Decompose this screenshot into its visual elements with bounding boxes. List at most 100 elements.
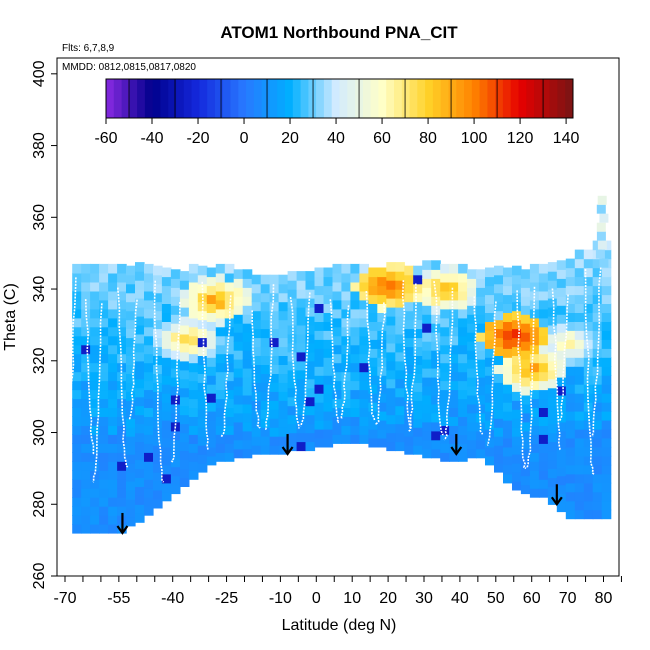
heatmap-cell xyxy=(395,289,405,299)
heatmap-cell xyxy=(305,298,316,308)
flight-track xyxy=(516,290,527,470)
y-tick-label: 380 xyxy=(31,132,48,159)
heatmap-cell xyxy=(538,263,549,274)
colorbar-segment xyxy=(191,79,200,118)
heatmap-cell xyxy=(161,357,172,367)
heatmap-cell xyxy=(81,317,91,328)
heatmap-cell xyxy=(547,378,558,389)
heatmap-cell xyxy=(503,411,513,421)
heatmap-cell xyxy=(108,461,118,471)
heatmap-cell xyxy=(592,473,603,484)
heatmap-cell xyxy=(260,346,271,356)
heatmap-cell xyxy=(314,303,325,313)
heatmap-cell xyxy=(449,353,459,364)
heatmap-cell xyxy=(197,346,208,356)
heatmap-cell xyxy=(135,432,145,443)
heatmap-cell xyxy=(314,294,325,304)
heatmap-cell xyxy=(296,324,307,335)
heatmap-cell xyxy=(269,427,280,437)
heatmap-cell xyxy=(574,285,585,296)
heatmap-cell xyxy=(359,281,369,292)
heatmap-cell xyxy=(161,402,172,412)
heatmap-cell xyxy=(323,428,334,439)
heatmap-cell xyxy=(296,378,307,389)
heatmap-cell xyxy=(449,434,459,444)
heatmap-cell xyxy=(520,376,531,387)
heatmap-cell xyxy=(179,396,190,407)
heatmap-cell xyxy=(224,344,235,355)
heatmap-cell xyxy=(188,344,199,355)
flight-track xyxy=(289,296,300,429)
heatmap-cell xyxy=(476,368,486,378)
heatmap-cell xyxy=(592,294,603,304)
heatmap-cell xyxy=(601,375,612,385)
heatmap-cell xyxy=(529,470,540,480)
heatmap-cell xyxy=(512,364,522,374)
heatmap-cell xyxy=(556,314,567,324)
heatmap-cell xyxy=(278,328,289,339)
heatmap-cell xyxy=(224,407,235,417)
heatmap-cell xyxy=(269,292,280,303)
heatmap-cell xyxy=(278,319,289,330)
heatmap-cell xyxy=(449,344,459,355)
heatmap-cell xyxy=(117,317,127,328)
heatmap-cell xyxy=(574,491,585,502)
colorbar-segment xyxy=(425,79,434,118)
heatmap-cell xyxy=(206,402,217,412)
heatmap-cell xyxy=(188,272,199,283)
heatmap-cell xyxy=(287,414,298,425)
heatmap-cell xyxy=(90,515,100,525)
heatmap-cell xyxy=(341,344,351,355)
heatmap-cell xyxy=(179,307,190,317)
heatmap-cell xyxy=(395,351,405,362)
heatmap-cell xyxy=(449,308,459,319)
heatmap-cell xyxy=(583,267,594,278)
heatmap-cell xyxy=(269,436,280,446)
x-tick-label: 10 xyxy=(343,590,361,607)
heatmap-cell xyxy=(242,278,253,288)
heatmap-cell xyxy=(529,281,540,292)
heatmap-cell xyxy=(153,319,163,330)
heatmap-cell xyxy=(99,407,109,417)
heatmap-cell xyxy=(458,398,468,408)
heatmap-cell xyxy=(529,416,540,426)
heatmap-cell xyxy=(144,416,154,426)
heatmap-cell xyxy=(287,342,298,353)
x-tick-label: 50 xyxy=(487,590,505,607)
heatmap-cell xyxy=(126,310,136,321)
heatmap-cell xyxy=(81,506,91,516)
heatmap-cell xyxy=(404,319,414,330)
heatmap-cell xyxy=(503,348,513,358)
heatmap-cell xyxy=(404,409,414,419)
heatmap-cell xyxy=(368,375,378,385)
heatmap-cell xyxy=(233,269,244,279)
heatmap-cell xyxy=(224,434,235,444)
heatmap-cell xyxy=(108,317,118,328)
heatmap-cell xyxy=(269,373,280,383)
heatmap-cell xyxy=(233,305,244,315)
heatmap-cell xyxy=(108,524,118,534)
heatmap-cell xyxy=(278,310,289,321)
heatmap-cell xyxy=(332,317,343,328)
heatmap-cell xyxy=(144,326,154,337)
heatmap-cell xyxy=(206,455,217,466)
heatmap-cell xyxy=(529,335,540,346)
colorbar-segment xyxy=(176,79,185,118)
heatmap-cell xyxy=(494,391,504,401)
heatmap-cell xyxy=(224,452,235,462)
heatmap-cell xyxy=(108,308,118,319)
heatmap-cell xyxy=(269,274,280,285)
heatmap-cell xyxy=(583,330,594,340)
heatmap-cell xyxy=(503,339,513,349)
heatmap-cell xyxy=(242,296,253,306)
heatmap-cell xyxy=(296,289,307,299)
heatmap-cell xyxy=(395,441,405,452)
heatmap-cell xyxy=(314,437,325,448)
heatmap-cell xyxy=(90,506,100,516)
heatmap-cell xyxy=(99,398,109,408)
heatmap-cell xyxy=(341,299,351,310)
heatmap-cell xyxy=(592,240,603,251)
heatmap-cell xyxy=(287,387,298,398)
heatmap-cell xyxy=(538,389,549,400)
heatmap-cell xyxy=(467,359,477,369)
